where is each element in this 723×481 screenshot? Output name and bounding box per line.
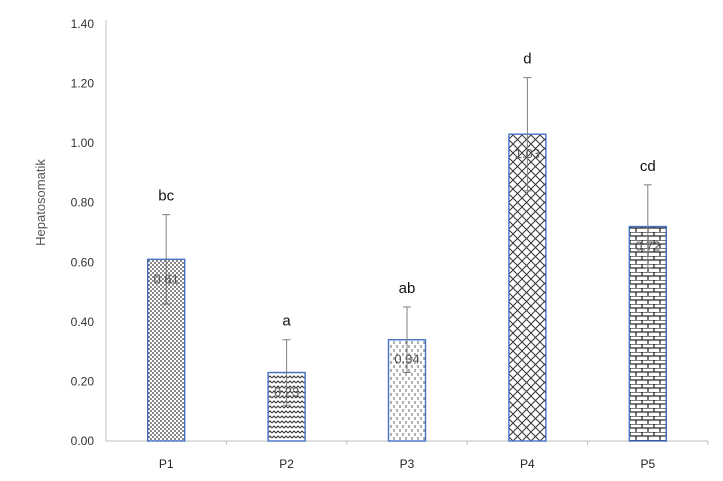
data-label: 1.03 bbox=[515, 146, 540, 161]
significance-letter: ab bbox=[399, 280, 416, 297]
data-label: 0.23 bbox=[274, 384, 299, 399]
y-tick-label: 1.00 bbox=[71, 136, 95, 150]
y-tick-label: 0.00 bbox=[71, 434, 95, 448]
x-tick-label: P2 bbox=[279, 457, 294, 471]
bar-p3 bbox=[387, 339, 427, 442]
significance-letter: d bbox=[523, 51, 531, 68]
x-tick-label: P3 bbox=[400, 457, 415, 471]
x-tick-label: P1 bbox=[159, 457, 174, 471]
data-label: 0.34 bbox=[394, 352, 419, 367]
data-label: 0.61 bbox=[154, 271, 179, 286]
data-label: 0.72 bbox=[635, 239, 660, 254]
y-axis-title: Hepatosomatik bbox=[33, 159, 48, 246]
y-tick-label: 0.20 bbox=[71, 374, 95, 388]
significance-letter: cd bbox=[640, 158, 656, 175]
y-tick-label: 0.80 bbox=[71, 196, 95, 210]
significance-letter: bc bbox=[158, 188, 174, 205]
y-tick-label: 0.60 bbox=[71, 255, 95, 269]
x-tick-label: P4 bbox=[520, 457, 535, 471]
y-tick-label: 0.40 bbox=[71, 315, 95, 329]
significance-letter: a bbox=[282, 313, 291, 330]
y-tick-label: 1.40 bbox=[71, 17, 95, 31]
y-tick-label: 1.20 bbox=[71, 77, 95, 91]
x-tick-label: P5 bbox=[640, 457, 655, 471]
